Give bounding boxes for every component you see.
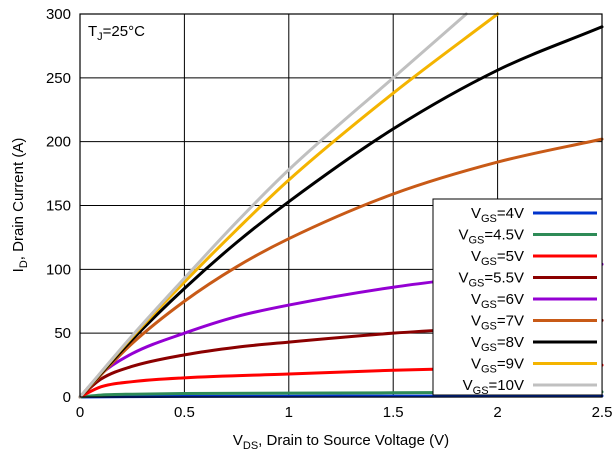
x-tick-label: 1 bbox=[285, 404, 293, 421]
y-tick-label: 300 bbox=[46, 6, 71, 23]
legend-label-2: VGS=5V bbox=[471, 248, 524, 268]
legend-label-8: VGS=10V bbox=[463, 377, 524, 397]
legend-label-0: VGS=4V bbox=[471, 205, 524, 225]
x-tick-label: 2.5 bbox=[592, 404, 613, 421]
x-tick-label: 1.5 bbox=[383, 404, 404, 421]
series-line-5 bbox=[78, 137, 604, 399]
legend: VGS=4VVGS=4.5VVGS=5VVGS=5.5VVGS=6VVGS=7V… bbox=[432, 198, 603, 397]
y-tick-label: 100 bbox=[46, 261, 71, 278]
series-line-6 bbox=[78, 25, 604, 399]
y-tick-label: 50 bbox=[54, 325, 71, 342]
y-axis-label: ID, Drain Current (A) bbox=[10, 138, 30, 273]
temperature-annotation: TJ=25°C bbox=[88, 23, 145, 43]
x-axis-label: VDS, Drain to Source Voltage (V) bbox=[233, 432, 449, 452]
legend-label-4: VGS=6V bbox=[471, 291, 524, 311]
y-tick-label: 0 bbox=[63, 389, 71, 406]
legend-label-3: VGS=5.5V bbox=[458, 270, 524, 290]
legend-label-6: VGS=8V bbox=[471, 334, 524, 354]
legend-label-5: VGS=7V bbox=[471, 313, 524, 333]
legend-label-7: VGS=9V bbox=[471, 356, 524, 376]
tick-labels: 0 0.5 1 1.5 2 2.5 0 50 100 150 200 250 300 bbox=[46, 6, 612, 421]
y-tick-label: 200 bbox=[46, 134, 71, 151]
x-tick-label: 0 bbox=[76, 404, 84, 421]
y-tick-label: 150 bbox=[46, 198, 71, 215]
x-tick-label: 0.5 bbox=[174, 404, 195, 421]
y-tick-label: 250 bbox=[46, 70, 71, 87]
legend-label-1: VGS=4.5V bbox=[458, 227, 524, 247]
x-tick-label: 2 bbox=[493, 404, 501, 421]
series-line-8 bbox=[78, 12, 468, 399]
